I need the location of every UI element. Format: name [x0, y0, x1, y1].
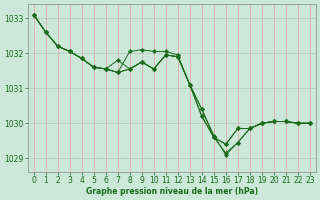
X-axis label: Graphe pression niveau de la mer (hPa): Graphe pression niveau de la mer (hPa)	[86, 187, 258, 196]
